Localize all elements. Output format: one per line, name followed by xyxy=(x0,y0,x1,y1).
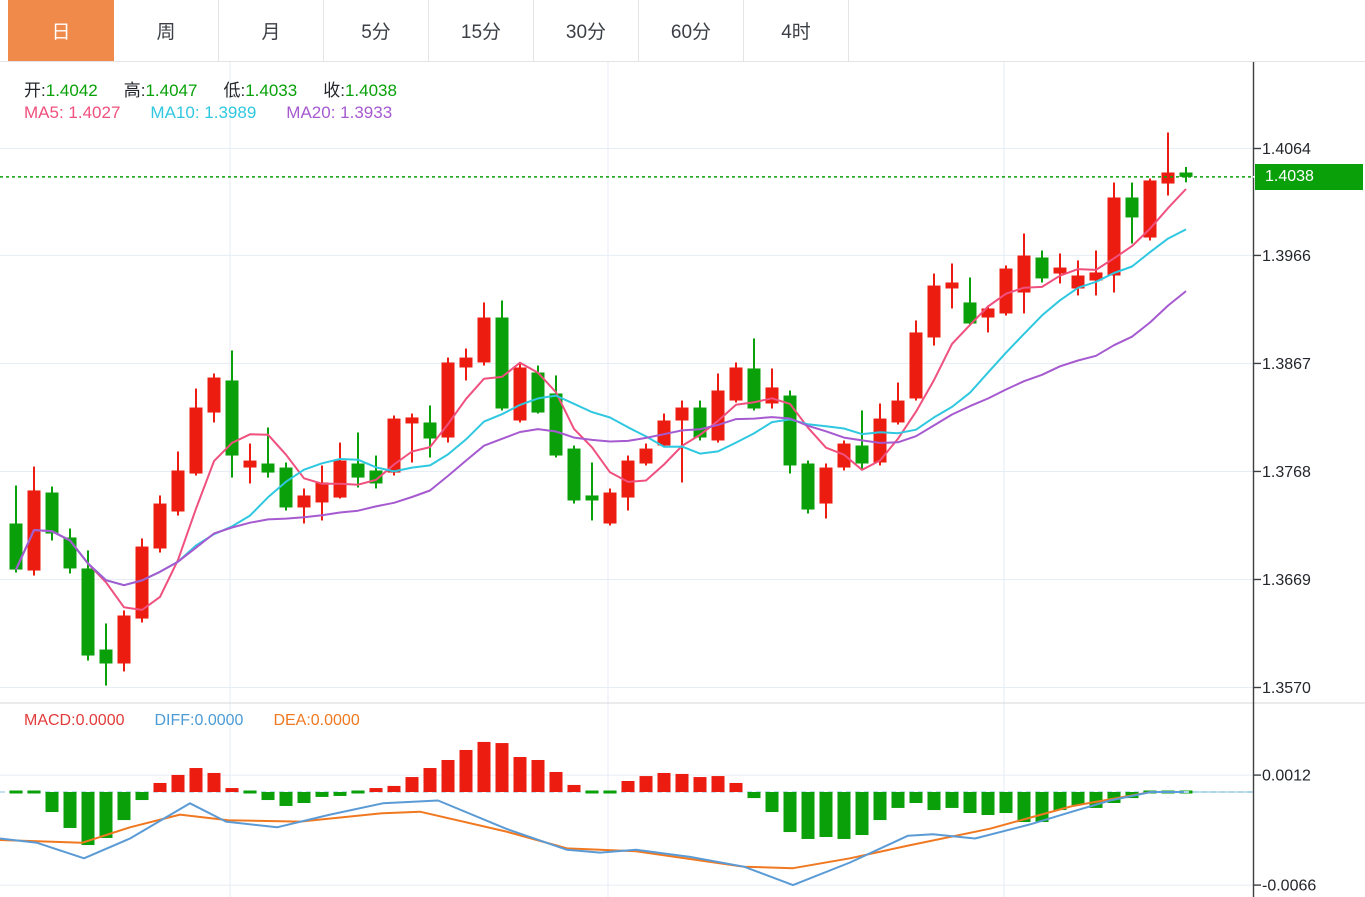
diff-value: 0.0000 xyxy=(194,712,244,729)
ma10-label: MA10: xyxy=(150,103,200,122)
tab-5min[interactable]: 5分 xyxy=(324,0,429,61)
dea-value: 0.0000 xyxy=(310,712,360,729)
svg-text:0.0012: 0.0012 xyxy=(1262,768,1311,785)
tab-30min[interactable]: 30分 xyxy=(534,0,639,61)
svg-text:1.3669: 1.3669 xyxy=(1262,572,1311,589)
low-value: 1.4033 xyxy=(245,81,298,100)
low-label: 低: xyxy=(223,81,246,100)
ma10-value: 1.3989 xyxy=(204,103,257,122)
macd-lines-layer xyxy=(0,791,1253,887)
ohlc-readout: 开:1.4042 高:1.4047 低:1.4033 收:1.4038 xyxy=(24,76,397,101)
svg-text:1.3570: 1.3570 xyxy=(1262,680,1311,697)
svg-text:-0.0066: -0.0066 xyxy=(1262,878,1316,895)
svg-text:1.4064: 1.4064 xyxy=(1262,141,1311,158)
svg-text:1.3768: 1.3768 xyxy=(1262,464,1311,481)
ma-readout: MA5: 1.4027 MA10: 1.3989 MA20: 1.3933 xyxy=(24,103,392,123)
svg-text:1.3966: 1.3966 xyxy=(1262,248,1311,265)
tab-week[interactable]: 周 xyxy=(114,0,219,61)
close-label: 收: xyxy=(323,81,345,100)
close-value: 1.4038 xyxy=(344,81,397,100)
period-tabbar: 日 周 月 5分 15分 30分 60分 4时 xyxy=(0,0,1365,62)
diff-label: DIFF: xyxy=(154,712,195,729)
candles-layer xyxy=(9,132,1193,686)
ma-lines-layer xyxy=(15,188,1187,611)
open-label: 开: xyxy=(24,81,46,100)
macd-value: 0.0000 xyxy=(75,712,125,729)
ma20-value: 1.3933 xyxy=(340,103,393,122)
ma5-label: MA5: xyxy=(24,103,64,122)
ma5-value: 1.4027 xyxy=(68,103,121,122)
macd-histogram-layer xyxy=(9,741,1193,846)
current-price-tag: 1.4038 xyxy=(1255,164,1363,190)
tab-day[interactable]: 日 xyxy=(8,0,114,61)
high-value: 1.4047 xyxy=(145,81,198,100)
tab-month[interactable]: 月 xyxy=(219,0,324,61)
macd-readout: MACD:0.0000 DIFF:0.0000 DEA:0.0000 xyxy=(24,712,360,730)
ma20-label: MA20: xyxy=(286,103,336,122)
tab-15min[interactable]: 15分 xyxy=(429,0,534,61)
dea-label: DEA: xyxy=(273,712,311,729)
macd-label: MACD: xyxy=(24,712,76,729)
open-value: 1.4042 xyxy=(45,81,98,100)
high-label: 高: xyxy=(123,81,146,100)
price-axis: 1.4064 1.3966 1.3867 1.3768 1.3669 1.3570 0.00… xyxy=(1252,62,1316,897)
tab-60min[interactable]: 60分 xyxy=(639,0,744,61)
svg-text:1.3867: 1.3867 xyxy=(1262,356,1311,373)
tab-4hour[interactable]: 4时 xyxy=(744,0,849,61)
